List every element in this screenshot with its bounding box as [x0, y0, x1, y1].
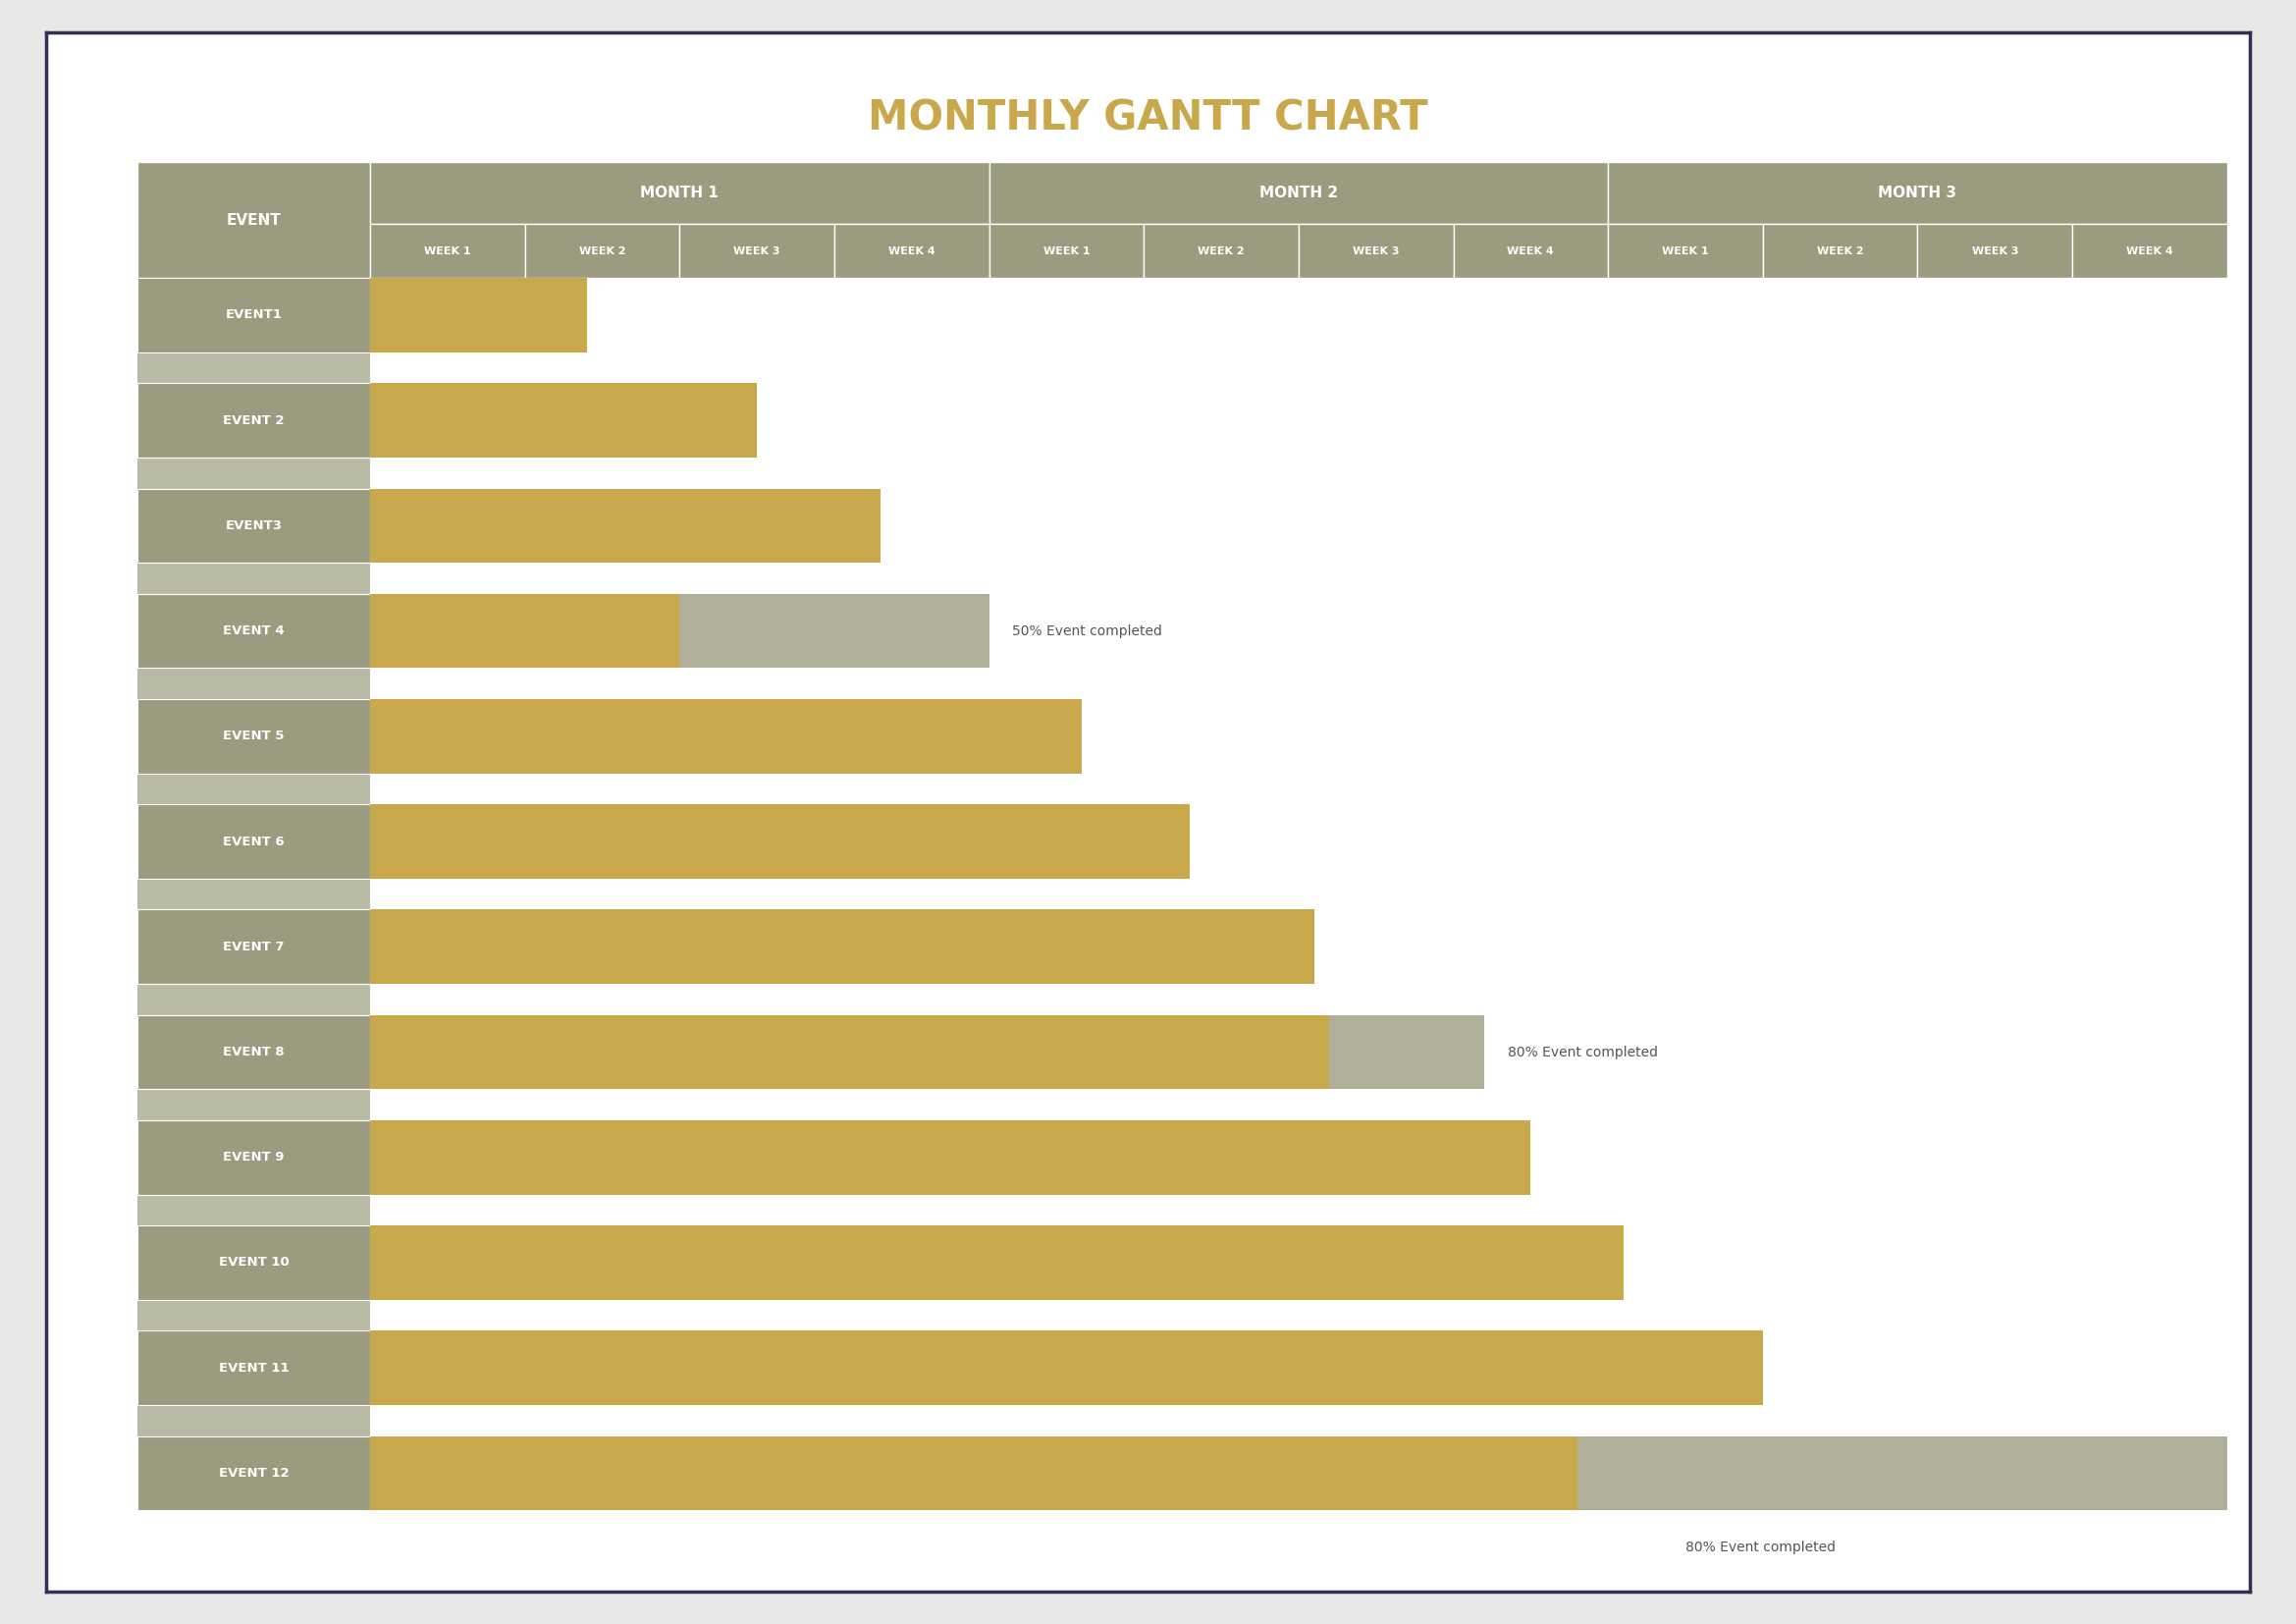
Text: MONTH 3: MONTH 3	[1878, 187, 1956, 201]
Bar	[370, 278, 585, 352]
Bar	[370, 594, 680, 667]
Bar	[370, 1015, 1329, 1090]
Bar	[370, 383, 758, 458]
Text: EVENT 9: EVENT 9	[223, 1151, 285, 1164]
Text: EVENT: EVENT	[227, 213, 280, 227]
Text: WEEK 1: WEEK 1	[1042, 247, 1091, 257]
Bar	[370, 489, 882, 564]
Bar	[1607, 162, 2227, 224]
Bar	[1143, 224, 1300, 278]
Bar	[680, 224, 833, 278]
Text: EVENT 6: EVENT 6	[223, 835, 285, 848]
Bar	[1763, 224, 1917, 278]
Bar	[138, 1405, 370, 1436]
Text: WEEK 4: WEEK 4	[889, 247, 934, 257]
Bar	[138, 564, 370, 594]
Bar	[138, 1195, 370, 1226]
Text: 50% Event completed: 50% Event completed	[1013, 624, 1162, 638]
Text: WEEK 4: WEEK 4	[1506, 247, 1554, 257]
Bar	[138, 1226, 370, 1299]
Bar	[370, 1330, 1763, 1405]
Text: MONTH 2: MONTH 2	[1258, 187, 1339, 201]
Bar	[2073, 224, 2227, 278]
Text: WEEK 2: WEEK 2	[1816, 247, 1864, 257]
Text: WEEK 3: WEEK 3	[732, 247, 781, 257]
Text: WEEK 3: WEEK 3	[1972, 247, 2018, 257]
Bar	[990, 224, 1143, 278]
Text: MONTH 1: MONTH 1	[641, 187, 719, 201]
Bar	[370, 1226, 1623, 1299]
Text: WEEK 2: WEEK 2	[579, 247, 625, 257]
Text: 80% Event completed: 80% Event completed	[1508, 1046, 1658, 1059]
Text: EVENT1: EVENT1	[225, 309, 282, 322]
Text: MONTHLY GANTT CHART: MONTHLY GANTT CHART	[868, 97, 1428, 138]
Bar	[138, 667, 370, 698]
Bar	[1607, 224, 1763, 278]
Bar	[138, 594, 370, 667]
Bar	[526, 224, 680, 278]
Bar	[370, 804, 1189, 879]
Bar	[833, 224, 990, 278]
Bar	[1453, 224, 1607, 278]
Bar	[138, 698, 370, 773]
Bar	[138, 773, 370, 804]
Bar	[138, 162, 370, 278]
Bar	[138, 278, 370, 352]
Text: WEEK 1: WEEK 1	[1662, 247, 1708, 257]
Bar	[138, 804, 370, 879]
Text: EVENT 11: EVENT 11	[218, 1361, 289, 1374]
Text: EVENT 5: EVENT 5	[223, 729, 285, 742]
Text: WEEK 3: WEEK 3	[1352, 247, 1398, 257]
Bar	[138, 879, 370, 909]
Bar	[138, 1330, 370, 1405]
Bar	[370, 1436, 1577, 1510]
Bar	[138, 1090, 370, 1121]
Bar	[370, 909, 1313, 984]
Text: WEEK 4: WEEK 4	[2126, 247, 2174, 257]
Bar	[138, 489, 370, 564]
Text: 80% Event completed: 80% Event completed	[1685, 1541, 1835, 1554]
Text: WEEK 1: WEEK 1	[425, 247, 471, 257]
Bar	[1577, 1436, 2227, 1510]
Text: EVENT 2: EVENT 2	[223, 414, 285, 427]
Bar	[990, 162, 1607, 224]
Bar	[138, 1015, 370, 1090]
Bar	[138, 352, 370, 383]
Text: EVENT3: EVENT3	[225, 520, 282, 533]
Bar	[1917, 224, 2073, 278]
Bar	[370, 1121, 1531, 1195]
Bar	[138, 1121, 370, 1195]
Bar	[138, 984, 370, 1015]
Text: EVENT 12: EVENT 12	[218, 1466, 289, 1479]
Bar	[1300, 224, 1453, 278]
Bar	[1329, 1015, 1483, 1090]
Bar	[138, 383, 370, 458]
Text: WEEK 2: WEEK 2	[1199, 247, 1244, 257]
Bar	[138, 1299, 370, 1330]
Text: EVENT 8: EVENT 8	[223, 1046, 285, 1059]
Bar	[138, 909, 370, 984]
Bar	[138, 1436, 370, 1510]
Bar	[370, 698, 1081, 773]
Bar	[138, 1510, 370, 1541]
Text: EVENT 10: EVENT 10	[218, 1257, 289, 1268]
Text: EVENT 4: EVENT 4	[223, 625, 285, 637]
Bar	[370, 224, 526, 278]
Text: EVENT 7: EVENT 7	[223, 940, 285, 953]
Bar	[370, 162, 990, 224]
Bar	[138, 458, 370, 489]
Bar	[680, 594, 990, 667]
